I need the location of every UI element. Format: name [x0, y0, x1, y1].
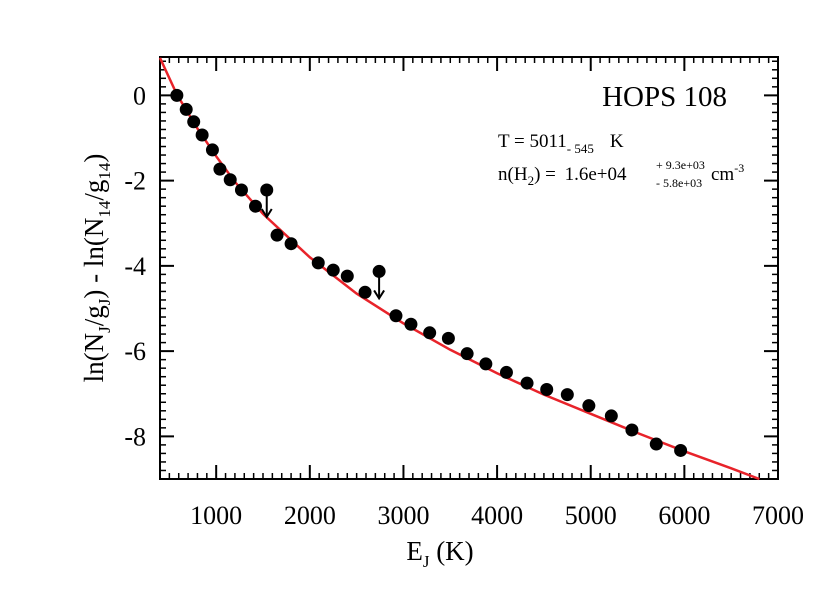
fit-layer [158, 57, 760, 481]
density-value: 1.6e+04 [565, 164, 627, 185]
x-tick-label: 2000 [284, 501, 336, 530]
upper-limit-marker [260, 183, 274, 219]
x-tick-label: 5000 [565, 501, 617, 530]
density-label-close: ) = [534, 164, 561, 185]
temperature-unit: K [610, 131, 624, 152]
density-label-main: n(H [498, 164, 528, 185]
density-sub: - 5.8e+03 [656, 176, 702, 190]
upper-limit-marker [372, 264, 386, 301]
data-point [540, 382, 554, 396]
data-point [358, 285, 372, 299]
x-axis-label-main: E [406, 536, 423, 566]
data-point [674, 443, 688, 457]
x-tick-label: 1000 [190, 501, 242, 530]
data-point [234, 183, 248, 197]
data-point [560, 388, 574, 402]
y-label-s2: J [95, 298, 114, 305]
x-tick-label: 7000 [752, 501, 804, 530]
data-point [213, 162, 227, 176]
data-point [249, 199, 263, 213]
data-point [499, 365, 513, 379]
density-sup: + 9.3e+03 [656, 158, 705, 172]
data-point [441, 331, 455, 345]
data-point [423, 326, 437, 340]
x-axis-label-sub: J [423, 552, 430, 571]
axis-tick-labels: 1000 2000 3000 4000 5000 6000 7000 0 -2 -4 -6 -8 [124, 81, 804, 530]
plot-frame [159, 56, 779, 480]
data-point [404, 317, 418, 331]
data-point [311, 256, 325, 270]
upper-limit-arrowhead [260, 208, 273, 219]
data-point [187, 115, 201, 129]
density-unit: cm-3 [711, 161, 744, 185]
chart-title: HOPS 108 [602, 81, 727, 113]
data-point [389, 309, 403, 323]
upper-limits-layer [260, 183, 386, 301]
temperature-annotation: T = 5011- 545 K [498, 131, 624, 156]
y-label-s1: J [95, 326, 114, 333]
density-unit-base: cm [711, 164, 734, 185]
data-point [270, 228, 284, 242]
density-unit-exp: -3 [734, 161, 744, 175]
y-tick-label: -6 [124, 337, 146, 366]
points-layer [170, 88, 688, 457]
y-label-s3: 14 [95, 200, 114, 218]
x-axis-label: EJ (K) [406, 536, 473, 571]
y-tick-label: -8 [124, 422, 146, 451]
data-point [340, 269, 354, 283]
data-point [170, 88, 184, 102]
data-point [179, 102, 193, 116]
y-label-p2: /g [79, 305, 109, 326]
data-point [625, 423, 639, 437]
temperature-prefix: T = 5011 [498, 131, 567, 152]
x-tick-label: 3000 [377, 501, 429, 530]
axis-ticks [160, 57, 779, 480]
y-tick-label: 0 [133, 81, 146, 110]
y-label-p3: ) - ln(N [79, 218, 109, 299]
data-point [582, 399, 596, 413]
x-axis-label-rest: (K) [429, 536, 473, 566]
y-label-p1: ln(N [79, 333, 109, 383]
y-label-p5: ) [79, 154, 109, 163]
upper-limit-arrowhead [373, 289, 385, 301]
x-tick-label: 6000 [658, 501, 710, 530]
data-point [195, 128, 209, 142]
data-point [520, 376, 534, 390]
y-label-s4: 14 [95, 162, 114, 180]
density-annotation: n(H2) = 1.6e+04 [498, 164, 627, 188]
y-tick-label: -4 [124, 252, 146, 281]
temperature-sub: - 545 [567, 141, 594, 156]
data-point [460, 347, 474, 361]
y-label-p4: /g [79, 180, 109, 201]
data-point [649, 437, 663, 451]
y-axis-label: ln(NJ/gJ) - ln(N14/g14) [79, 154, 114, 383]
data-point [205, 143, 219, 157]
density-label-sub: 2 [528, 173, 535, 188]
fit-curve [158, 57, 760, 481]
data-point [479, 357, 493, 371]
data-point [326, 263, 340, 277]
data-point [604, 409, 618, 423]
data-point [223, 173, 237, 187]
data-point [284, 237, 298, 251]
y-tick-label: -2 [124, 167, 146, 196]
x-tick-label: 4000 [471, 501, 523, 530]
